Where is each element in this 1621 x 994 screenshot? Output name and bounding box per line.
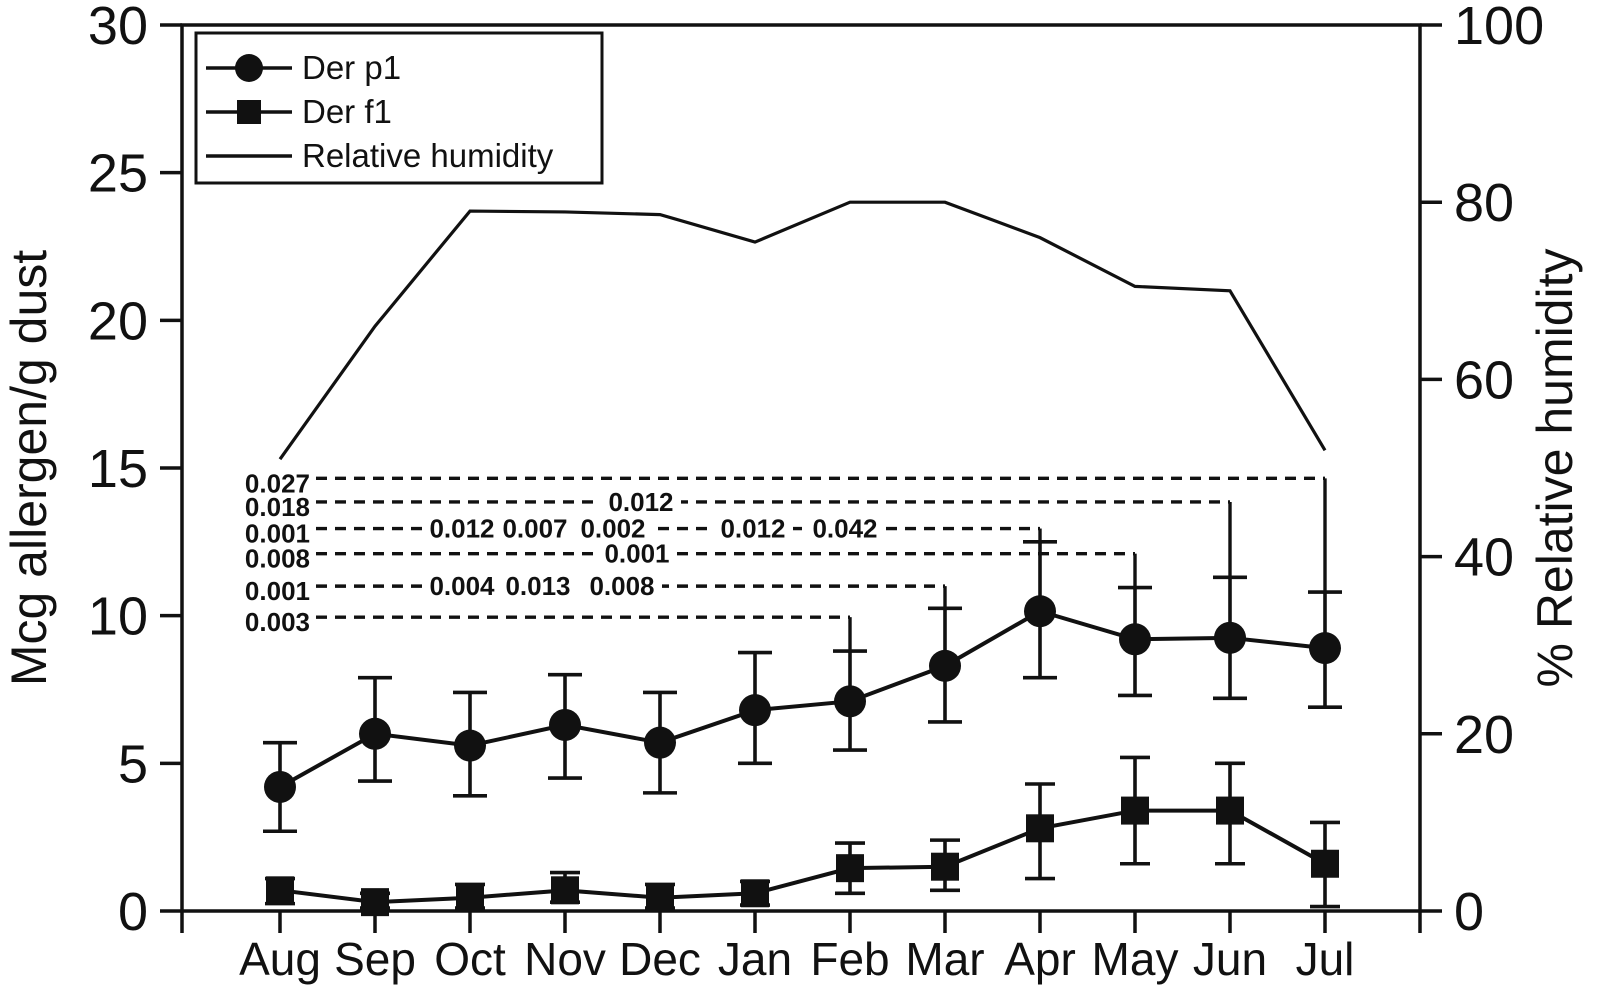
p-value-label-mask xyxy=(805,515,885,542)
legend-box xyxy=(194,31,604,185)
y-axis-left-tick-label: 20 xyxy=(88,291,148,351)
p-value-mid-label: 0.007 xyxy=(502,514,567,544)
y-axis-left-tick-label: 0 xyxy=(118,882,148,942)
der-f1-point-Feb xyxy=(836,854,864,883)
y-axis-right-tick-label: 0 xyxy=(1454,882,1484,942)
y-axis-left-tick-label: 30 xyxy=(88,0,148,56)
p-value-mid-label: 0.004 xyxy=(429,571,495,601)
x-axis-month-label: Dec xyxy=(619,933,701,985)
x-axis-month-label: May xyxy=(1092,933,1179,985)
der-p1-point-Jul xyxy=(1309,632,1341,665)
der-p1-point-Apr xyxy=(1024,595,1056,628)
left-axis-title: Mcg allergen/g dust xyxy=(1,250,57,686)
x-axis-month-label: Oct xyxy=(434,933,506,985)
der-p1-point-Sep xyxy=(359,717,391,750)
der-p1-point-May xyxy=(1119,623,1151,656)
der-p1-point-Jun xyxy=(1214,621,1246,654)
p-value-label: 0.027 xyxy=(245,468,310,498)
p-value-label: 0.001 xyxy=(245,519,310,549)
p-value-label-mask xyxy=(601,488,681,515)
x-axis-month-label: Feb xyxy=(810,933,889,985)
p-value-label-mask xyxy=(713,515,793,542)
der-f1-point-Jul xyxy=(1311,849,1339,878)
right-axis-title: % Relative humidity xyxy=(1527,248,1583,687)
p-value-label-mask xyxy=(582,573,662,600)
legend-item-label: Relative humidity xyxy=(302,137,554,174)
der-p1-point-Mar xyxy=(929,649,961,682)
p-value-label-mask xyxy=(422,515,502,542)
legend-item-label: Der p1 xyxy=(302,49,401,86)
p-value-label-mask xyxy=(495,515,575,542)
der-f1-point-May xyxy=(1121,796,1149,825)
p-value-label: 0.018 xyxy=(245,492,310,522)
p-value-label-mask xyxy=(498,573,578,600)
p-value-mid-label: 0.012 xyxy=(608,487,673,517)
y-axis-right-tick-label: 20 xyxy=(1454,705,1514,765)
y-axis-right-tick-label: 60 xyxy=(1454,350,1514,410)
legend-circle-marker-icon xyxy=(235,54,263,82)
x-axis-month-label: Jul xyxy=(1296,933,1355,985)
y-axis-right-tick-label: 40 xyxy=(1454,528,1514,588)
p-value-label: 0.008 xyxy=(245,544,310,574)
y-axis-left-tick-label: 10 xyxy=(88,587,148,647)
y-axis-left-tick-label: 5 xyxy=(118,734,148,794)
humidity-line xyxy=(278,200,1327,461)
p-value-mid-label: 0.008 xyxy=(589,571,654,601)
der-f1-point-Oct xyxy=(456,883,484,912)
der-f1-point-Aug xyxy=(266,876,294,905)
p-value-label-mask xyxy=(597,540,677,567)
der-p1-point-Feb xyxy=(834,685,866,718)
der-p1-point-Dec xyxy=(644,726,676,759)
p-value-mid-label: 0.013 xyxy=(505,571,570,601)
y-axis-left-tick-label: 15 xyxy=(88,439,148,499)
p-value-mid-label: 0.012 xyxy=(720,514,785,544)
der-f1-point-Dec xyxy=(646,883,674,912)
x-axis-month-label: Mar xyxy=(905,933,984,985)
p-value-label-mask xyxy=(573,515,653,542)
p-value-mid-label: 0.042 xyxy=(812,514,877,544)
x-axis-month-label: Jan xyxy=(718,933,792,985)
der-f1-line xyxy=(279,808,1326,905)
p-value-label-mask xyxy=(422,573,502,600)
legend-item-label: Der f1 xyxy=(302,93,392,130)
der-f1-point-Mar xyxy=(931,852,959,881)
der-f1-point-Jan xyxy=(741,879,769,908)
p-value-label: 0.003 xyxy=(245,607,310,637)
y-axis-right-tick-label: 80 xyxy=(1454,173,1514,233)
der-f1-point-Jun xyxy=(1216,796,1244,825)
p-value-mid-label: 0.012 xyxy=(429,514,494,544)
der-p1-point-Aug xyxy=(264,770,296,803)
der-p1-point-Nov xyxy=(549,708,581,741)
der-f1-point-Apr xyxy=(1026,814,1054,843)
p-value-mid-label: 0.002 xyxy=(580,514,645,544)
x-axis-month-label: Jun xyxy=(1193,933,1267,985)
x-axis-month-label: Nov xyxy=(524,933,606,985)
y-axis-left-tick-label: 25 xyxy=(88,144,148,204)
p-value-mid-label: 0.001 xyxy=(604,539,669,569)
x-axis-month-label: Aug xyxy=(239,933,321,985)
der-f1-point-Sep xyxy=(361,888,389,917)
der-p1-line xyxy=(279,609,1326,789)
der-f1-point-Nov xyxy=(551,876,579,905)
chart-content: 0 5 10 15 20 25 30 0 20 40 60 80 100 Aug Sep Oct Nov Dec J… xyxy=(88,0,1544,985)
x-axis-month-label: Sep xyxy=(334,933,416,985)
p-value-label: 0.001 xyxy=(245,576,310,606)
der-p1-point-Jan xyxy=(739,694,771,727)
legend-square-marker-icon xyxy=(237,100,261,124)
y-axis-right-tick-label: 100 xyxy=(1454,0,1544,56)
x-axis-month-label: Apr xyxy=(1004,933,1076,985)
der-p1-point-Oct xyxy=(454,729,486,762)
